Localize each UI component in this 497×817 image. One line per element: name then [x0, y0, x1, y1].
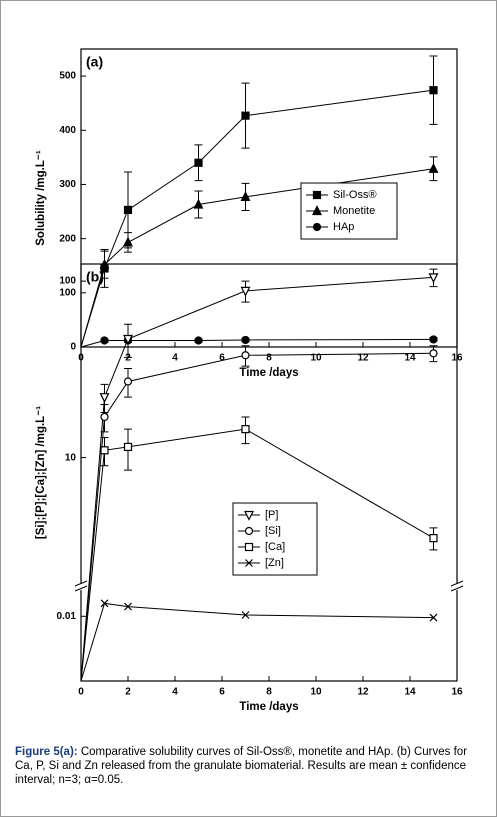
panel-label: (a) [86, 54, 103, 70]
marker [429, 613, 438, 622]
y-tick-label: 0.01 [57, 611, 77, 622]
series-line [80, 89, 434, 348]
marker [123, 205, 133, 215]
x-tick-label: 0 [78, 687, 84, 698]
legend-label: Monetite [333, 205, 375, 217]
marker [123, 442, 133, 452]
series-line [80, 338, 434, 348]
marker [428, 273, 439, 284]
marker [429, 349, 438, 358]
marker [99, 393, 110, 404]
marker [123, 236, 133, 247]
plot-frame [80, 263, 458, 682]
marker [244, 542, 254, 552]
marker [312, 205, 322, 216]
marker [193, 198, 204, 209]
legend-label: Sil-Oss® [333, 189, 377, 201]
marker [244, 510, 254, 521]
chart: 0 2 4 6 8 10 12 14 16 0 100 200 300 400 500 Time /days S… [35, 48, 464, 713]
marker [429, 335, 438, 344]
marker [240, 191, 251, 202]
marker [429, 534, 438, 543]
y-tick-label: 400 [59, 125, 76, 136]
marker [123, 377, 133, 386]
marker [100, 412, 109, 422]
axis-break [450, 585, 464, 592]
marker [100, 599, 109, 608]
y-tick-label: 100 [59, 287, 76, 298]
x-tick-label: 12 [357, 687, 369, 698]
marker [312, 222, 322, 232]
caption: Figure 5(a): Comparative solubility curv… [15, 745, 485, 787]
x-tick-label: 8 [266, 353, 272, 364]
x-tick-label: 16 [451, 687, 463, 698]
marker [244, 526, 254, 536]
axis-break-gap [451, 584, 463, 590]
y-tick-label: 10 [65, 452, 77, 463]
y-tick-label: 100 [59, 276, 76, 287]
x-tick-label: 14 [404, 353, 416, 364]
axis-break [74, 585, 88, 592]
x-tick-label: 6 [219, 353, 225, 364]
x-tick-label: 4 [172, 687, 178, 698]
marker [100, 446, 109, 455]
x-tick-label: 14 [404, 687, 416, 698]
caption-text: Comparative solubility curves of Sil-Oss… [15, 746, 468, 786]
legend-label: [Ca] [265, 541, 285, 553]
caption-label: Figure 5(a): [15, 746, 78, 758]
x-tick-label: 10 [310, 687, 322, 698]
axis-break [74, 580, 88, 587]
y-tick-label: 300 [59, 179, 76, 190]
legend-label: [Si] [265, 525, 281, 537]
x-tick-label: 6 [219, 687, 225, 698]
marker [312, 190, 322, 200]
marker [241, 425, 250, 434]
axis-break-gap [75, 584, 87, 590]
marker [245, 559, 253, 567]
panel-label: (b) [86, 269, 104, 285]
y-axis-title: Solubility /mg.L⁻¹ [35, 150, 47, 246]
marker [194, 158, 203, 167]
axis-break [450, 580, 464, 587]
marker [124, 602, 132, 611]
plot-frame [80, 48, 458, 348]
x-axis-title: Time /days [239, 701, 298, 713]
marker [100, 336, 109, 345]
x-tick-label: 4 [172, 353, 178, 364]
legend-label: HAp [333, 221, 354, 233]
y-axis-title: [Si];[P];[Ca];[Zn] /mg.L⁻¹ [35, 406, 47, 539]
x-tick-label: 8 [266, 687, 272, 698]
series-line [80, 276, 434, 682]
x-tick-label: 10 [310, 353, 322, 364]
marker [241, 351, 250, 360]
y-tick-label: 0 [70, 342, 76, 353]
marker [123, 334, 133, 345]
series-line [80, 602, 434, 682]
marker [241, 335, 250, 345]
marker [241, 111, 250, 120]
legend-label: [Zn] [265, 557, 284, 569]
marker [241, 611, 250, 619]
x-tick-label: 2 [125, 687, 131, 698]
x-tick-label: 2 [125, 353, 131, 364]
marker [429, 86, 438, 95]
x-tick-label: 12 [357, 353, 369, 364]
marker [240, 286, 251, 297]
marker [428, 162, 439, 173]
y-tick-label: 500 [59, 71, 76, 82]
y-tick-label: 200 [59, 233, 76, 244]
marker [194, 336, 203, 345]
legend-label: [P] [265, 509, 278, 521]
x-axis-title: Time /days [239, 367, 298, 379]
